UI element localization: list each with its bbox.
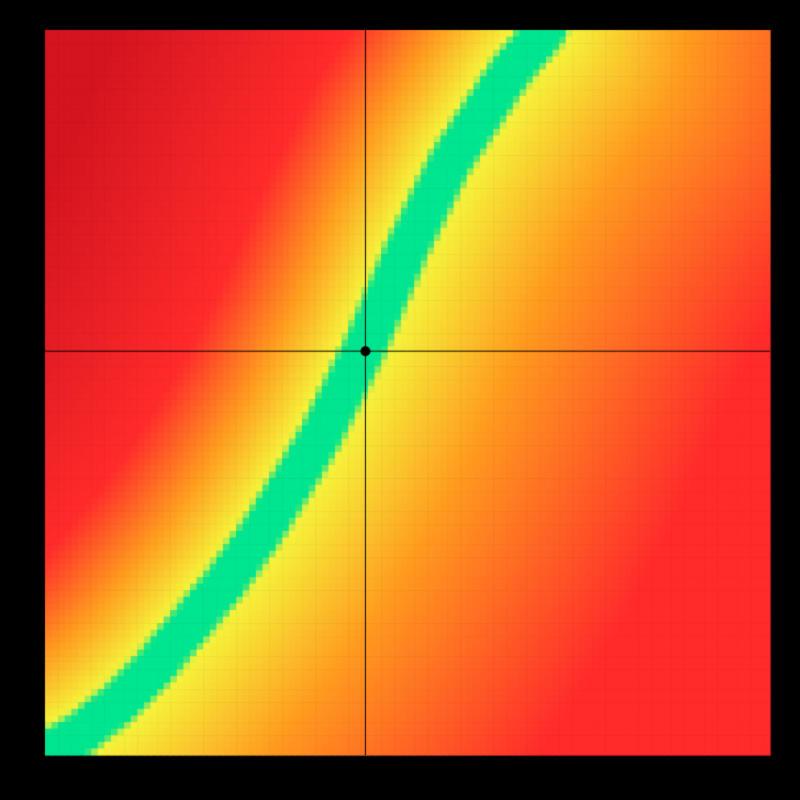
bottleneck-heatmap bbox=[0, 0, 800, 800]
chart-container: TheBottleneck.com bbox=[0, 0, 800, 800]
